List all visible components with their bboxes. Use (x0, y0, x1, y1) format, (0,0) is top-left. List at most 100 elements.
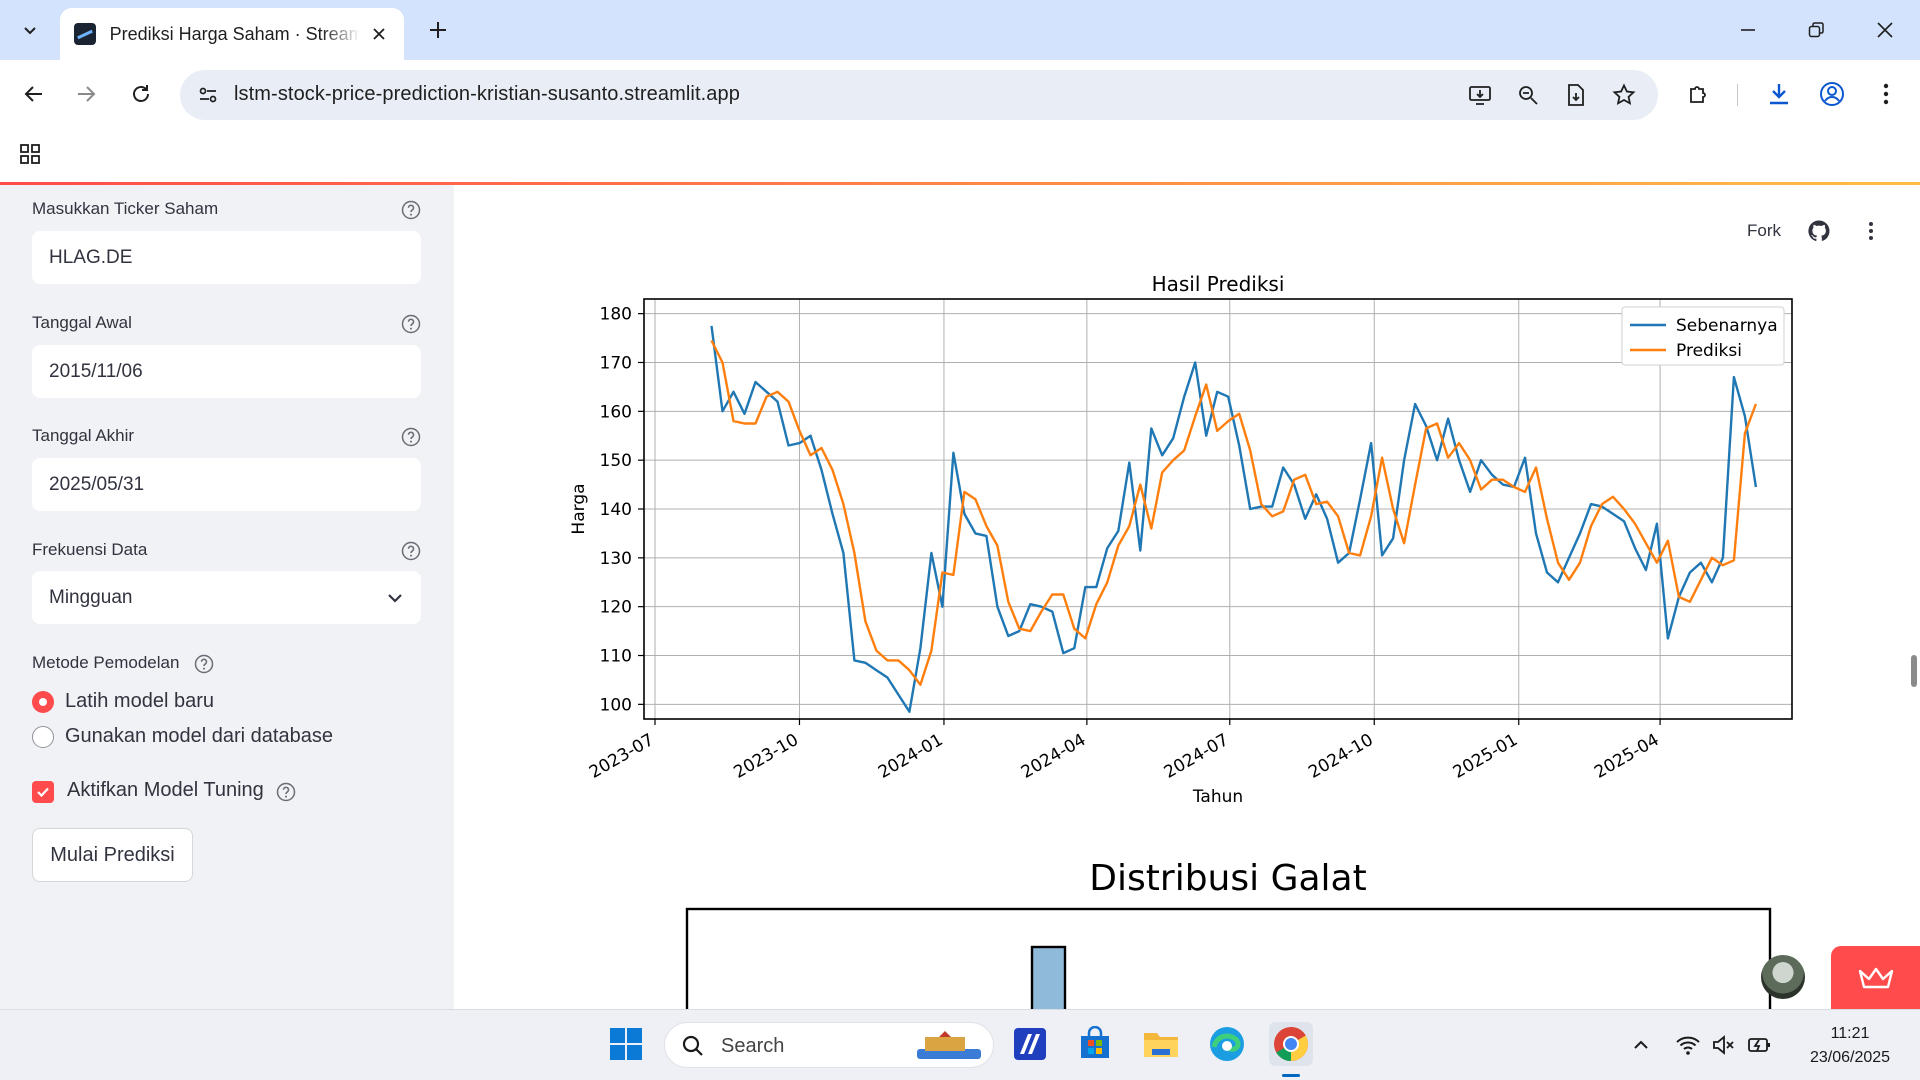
fork-link[interactable]: Fork (1747, 221, 1781, 240)
charts-canvas: Hasil Prediksi 1001101201301401501601701… (569, 272, 1793, 1009)
legend-label-prediksi: Prediksi (1676, 341, 1742, 361)
apps-grid-icon[interactable] (14, 138, 46, 170)
y-tick-label: 170 (600, 353, 632, 373)
crown-icon (1858, 967, 1893, 988)
series-line-prediksi (710, 339, 1758, 686)
check-icon (37, 787, 49, 798)
radio-label-train-new-model[interactable]: Latih model baru (65, 690, 214, 712)
tuning-checkbox[interactable] (32, 781, 54, 803)
end-date-help-icon[interactable] (400, 426, 422, 448)
new-tab-plus-icon[interactable] (422, 14, 454, 46)
frequency-select[interactable]: Mingguan (32, 571, 421, 624)
tab-close-icon[interactable] (368, 23, 390, 45)
radio-label-use-database-model[interactable]: Gunakan model dari database (65, 725, 333, 747)
start-date-help-icon[interactable] (400, 313, 422, 335)
chart-grid (644, 299, 1792, 719)
ticker-help-icon[interactable] (400, 199, 422, 221)
restore-icon[interactable] (1794, 12, 1838, 48)
reload-icon[interactable] (121, 74, 161, 114)
page-scrollbar[interactable] (1911, 655, 1917, 687)
windows-start-icon[interactable] (604, 1022, 648, 1066)
histogram-bar (1030, 945, 1067, 1009)
user-avatar[interactable] (1761, 955, 1805, 999)
ticker-label: Masukkan Ticker Saham (32, 199, 219, 218)
taskbar-clock[interactable]: 11:21 23/06/2025 (1790, 1022, 1910, 1070)
minimize-icon[interactable] (1726, 12, 1770, 48)
profile-icon[interactable] (1814, 76, 1850, 112)
x-axis-ticks: 2023-07 2023-10 2024-01 2024-04 2024-07 2024-… (586, 719, 1663, 783)
browser-tab-active[interactable]: Prediksi Harga Saham · Streamlit (60, 8, 404, 60)
microsoft-store-icon[interactable] (1073, 1022, 1117, 1066)
y-axis-ticks: 100 110 120 130 140 150 160 170 180 (600, 305, 644, 715)
app-icon-editor[interactable] (1008, 1022, 1052, 1066)
y-tick-label: 130 (600, 549, 632, 569)
browser-toolbar: lstm-stock-price-prediction-kristian-sus… (0, 60, 1920, 130)
address-bar[interactable]: lstm-stock-price-prediction-kristian-sus… (180, 70, 1658, 120)
y-tick-label: 150 (600, 451, 632, 471)
x-tick-label: 2025-01 (1450, 730, 1522, 783)
app-menu-kebab-icon[interactable] (1857, 217, 1885, 245)
histogram-frame (685, 907, 1772, 1009)
browser-menu-kebab-icon[interactable] (1868, 76, 1904, 112)
legend-label-sebenarnya: Sebenarnya (1676, 316, 1778, 336)
streamlit-favicon-icon (74, 23, 96, 45)
back-arrow-icon[interactable] (14, 74, 54, 114)
volume-muted-icon[interactable] (1711, 1032, 1737, 1058)
chart-title: Hasil Prediksi (1152, 272, 1285, 296)
start-date-label: Tanggal Awal (32, 313, 132, 332)
chrome-browser-icon[interactable] (1269, 1022, 1313, 1066)
site-info-icon[interactable] (194, 81, 222, 109)
streamlit-crown-badge[interactable] (1831, 946, 1920, 1009)
file-explorer-icon[interactable] (1139, 1022, 1183, 1066)
search-icon (682, 1035, 703, 1056)
start-prediction-button[interactable]: Mulai Prediksi (32, 828, 193, 882)
clock-date: 23/06/2025 (1809, 1049, 1891, 1066)
bookmarks-bar (0, 130, 1920, 182)
tab-search-chevron-icon[interactable] (12, 12, 48, 48)
save-page-icon[interactable] (1561, 80, 1591, 110)
series-line-sebenarnya (710, 325, 1758, 713)
github-icon[interactable] (1805, 217, 1833, 245)
wifi-icon[interactable] (1675, 1032, 1701, 1058)
install-app-icon[interactable] (1465, 80, 1495, 110)
search-placeholder: Search (721, 1035, 785, 1057)
chart-legend: Sebenarnya Prediksi (1621, 306, 1785, 366)
active-app-indicator (1282, 1074, 1300, 1077)
url-text[interactable]: lstm-stock-price-prediction-kristian-sus… (234, 83, 740, 105)
frequency-help-icon[interactable] (400, 540, 422, 562)
extensions-puzzle-icon[interactable] (1681, 76, 1717, 112)
error-distribution-chart: Distribusi Galat (685, 858, 1772, 1009)
tuning-label[interactable]: Aktifkan Model Tuning (67, 779, 264, 801)
tray-overflow-chevron-up-icon[interactable] (1628, 1032, 1654, 1058)
tuning-help-icon[interactable] (275, 781, 297, 803)
radio-use-database-model[interactable] (32, 726, 54, 748)
x-tick-label: 2023-07 (586, 730, 658, 783)
end-date-label: Tanggal Akhir (32, 426, 135, 445)
downloads-icon[interactable] (1761, 76, 1797, 112)
y-tick-label: 110 (600, 647, 632, 667)
battery-charging-icon[interactable] (1747, 1032, 1773, 1058)
toolbar-divider (1737, 84, 1738, 106)
zoom-icon[interactable] (1513, 80, 1543, 110)
end-date-input[interactable]: 2025/05/31 (32, 458, 421, 511)
y-tick-label: 140 (600, 500, 632, 520)
browser-tabstrip: Prediksi Harga Saham · Streamlit (0, 0, 1920, 60)
histogram-title: Distribusi Galat (1089, 858, 1366, 899)
clock-time: 11:21 (1830, 1025, 1870, 1042)
x-tick-label: 2024-01 (875, 730, 947, 783)
x-tick-label: 2024-04 (1018, 730, 1090, 783)
bookmark-star-icon[interactable] (1609, 80, 1639, 110)
close-window-icon[interactable] (1863, 12, 1907, 48)
edge-browser-icon[interactable] (1205, 1022, 1249, 1066)
ticker-input[interactable]: HLAG.DE (32, 231, 421, 284)
frequency-label: Frekuensi Data (32, 540, 148, 559)
chevron-down-icon (388, 594, 402, 603)
streamlit-header-decoration (0, 182, 1920, 185)
method-help-icon[interactable] (193, 653, 215, 675)
y-tick-label: 160 (600, 402, 632, 422)
taskbar-search[interactable]: Search (664, 1022, 994, 1068)
radio-train-new-model[interactable] (32, 691, 54, 713)
start-date-input[interactable]: 2015/11/06 (32, 345, 421, 398)
windows-taskbar: Search 11:21 23/06/2025 (0, 1009, 1920, 1080)
forward-arrow-icon[interactable] (66, 74, 106, 114)
